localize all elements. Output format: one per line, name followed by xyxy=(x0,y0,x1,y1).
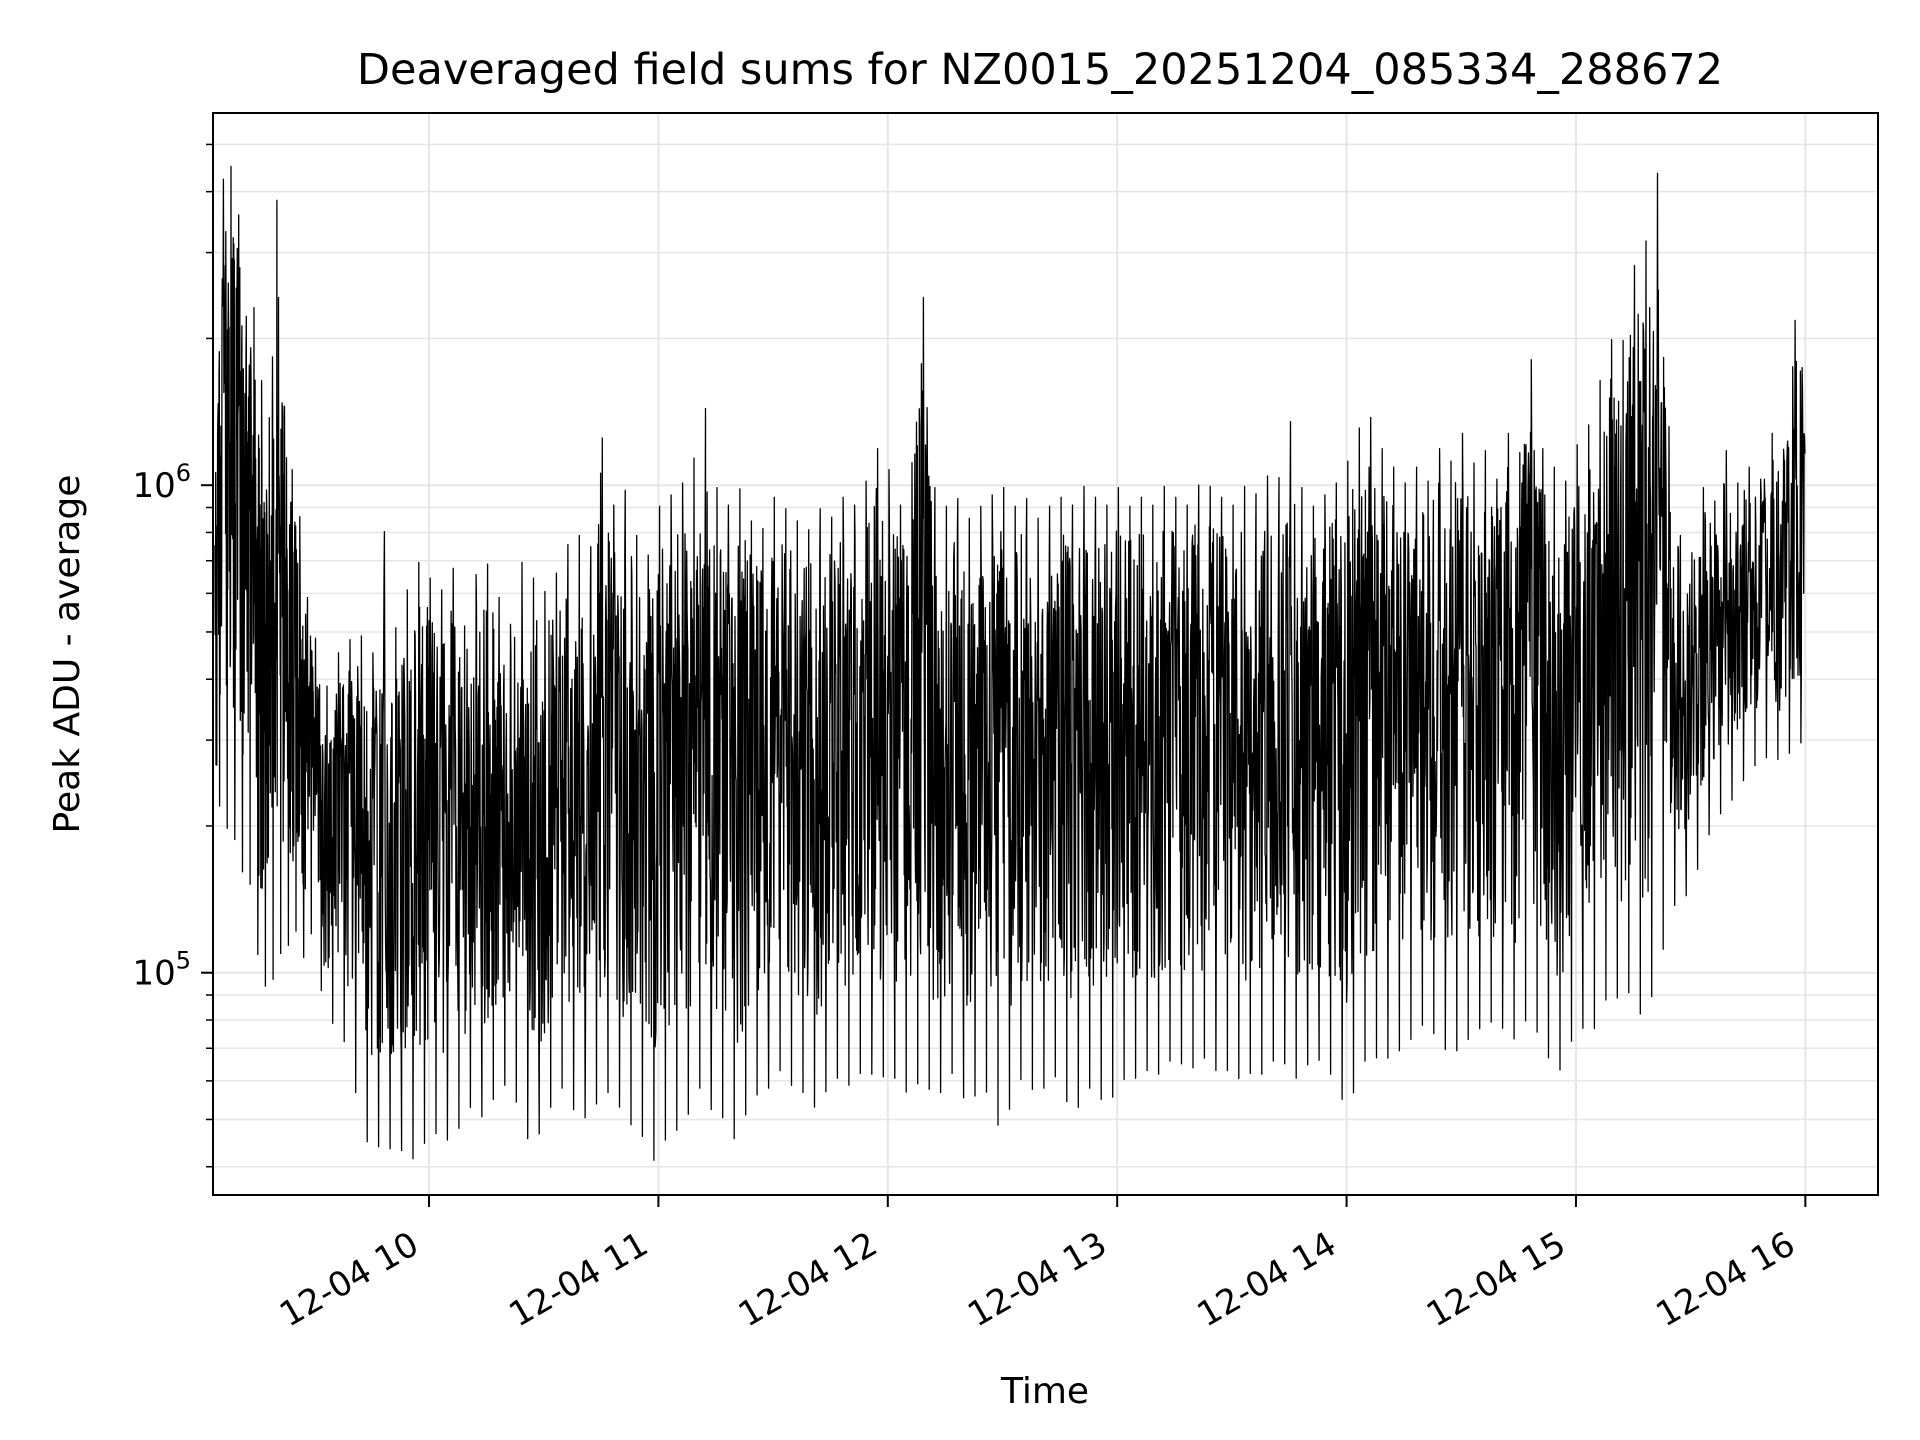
x-tick-label: 12-04 13 xyxy=(961,1224,1113,1335)
x-tick-label: 12-04 16 xyxy=(1649,1224,1801,1335)
y-tick-exponent: 5 xyxy=(176,947,191,975)
x-tick-label: 12-04 11 xyxy=(503,1224,655,1335)
plot-frame xyxy=(212,112,1879,1196)
series-layer xyxy=(214,165,1806,1161)
x-axis: 12-04 10 12-04 11 12-04 12 12-04 13 12-04 14… xyxy=(273,1195,1807,1335)
x-tick-label: 12-04 14 xyxy=(1191,1224,1343,1335)
y-tick-base: 10 xyxy=(132,954,175,994)
x-tick-label: 12-04 15 xyxy=(1420,1224,1572,1335)
y-tick-exponent: 6 xyxy=(176,459,191,487)
y-axis-label: Peak ADU - average xyxy=(47,475,88,834)
y-tick-base: 10 xyxy=(132,466,175,506)
x-tick-label: 12-04 12 xyxy=(732,1224,884,1335)
series-line xyxy=(214,165,1806,1161)
x-axis-label: Time xyxy=(1000,1371,1089,1412)
y-tick-label: 106 xyxy=(132,459,191,506)
chart-title: Deaveraged field sums for NZ0015_2025120… xyxy=(357,45,1723,95)
y-tick-label: 105 xyxy=(132,947,191,994)
x-tick-label: 12-04 10 xyxy=(273,1224,425,1335)
